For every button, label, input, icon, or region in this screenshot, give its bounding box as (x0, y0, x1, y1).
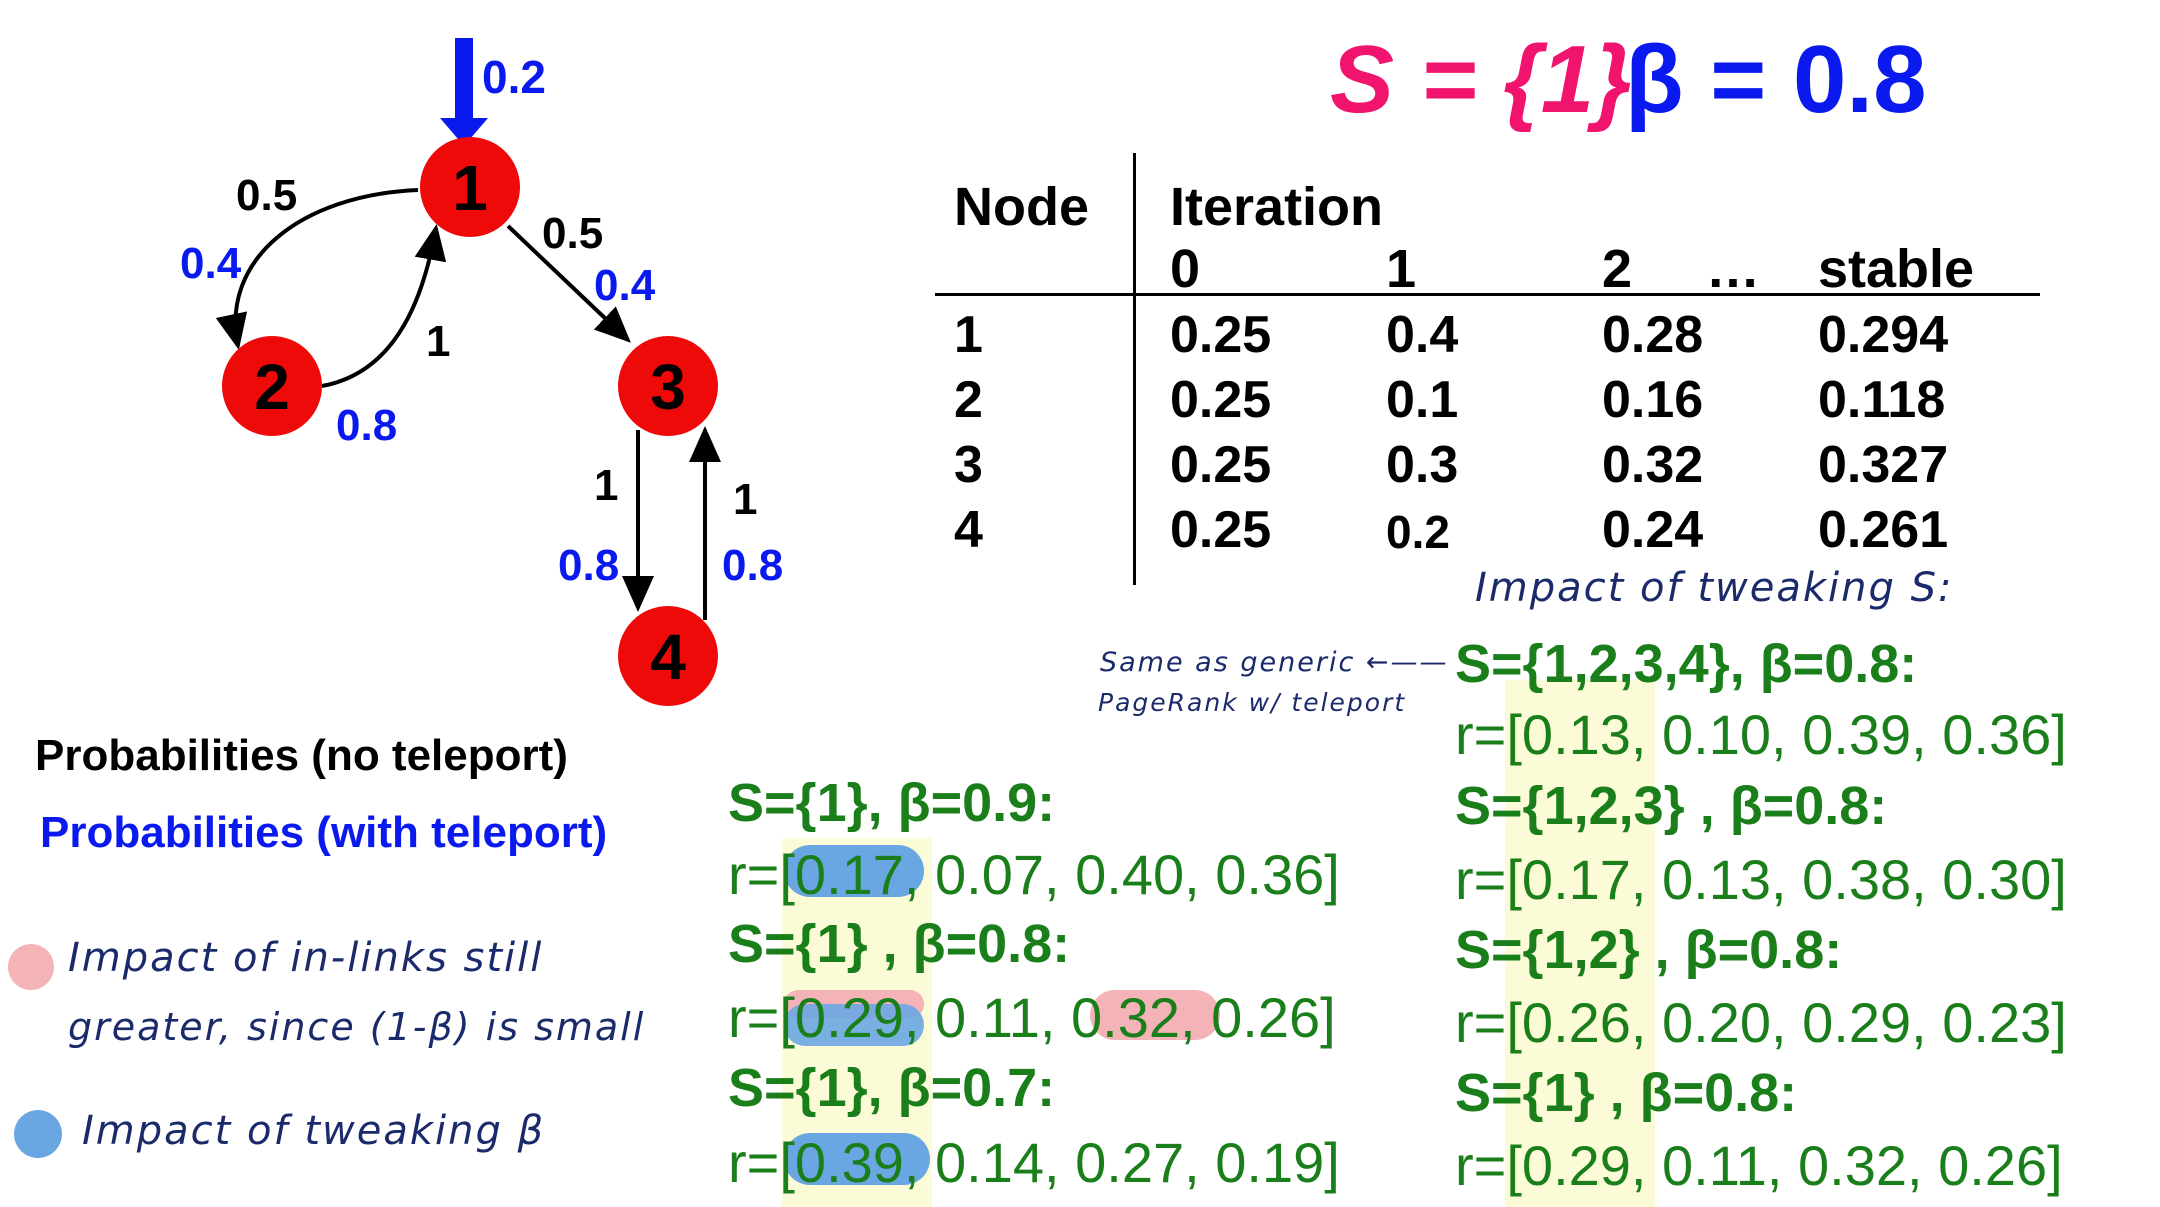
node-1: 1 (420, 137, 520, 237)
teleport-label: 0.2 (482, 51, 546, 103)
left-result-3-s: S={1}, β=0.7: (728, 1058, 1056, 1118)
table-cell: 0.25 (1170, 371, 1272, 429)
blue-highlight-0-39 (784, 1133, 930, 1185)
legend-no-teleport: Probabilities (no teleport) (35, 731, 568, 780)
iteration-table: Node Iteration 0 1 2 … stable 1 0.25 0.4… (930, 150, 2040, 590)
col-header-stable: stable (1818, 239, 1975, 299)
edge-1-3-teleport-prob: 0.4 (594, 261, 656, 310)
note-in-links: Impact of in-links still (68, 935, 544, 981)
left-result-1-s: S={1}, β=0.9: (728, 773, 1056, 833)
table-cell: 0.2 (1386, 506, 1450, 558)
table-cell: 0.25 (1170, 501, 1272, 559)
right-result-1-r: r=[0.13, 0.10, 0.39, 0.36] (1455, 703, 2067, 766)
table-cell: 0.294 (1818, 306, 1949, 364)
table-cell: 0.24 (1602, 501, 1704, 559)
left-result-3-r: r=[0.39, 0.14, 0.27, 0.19] (728, 1131, 1340, 1194)
col-header-2: 2 (1602, 239, 1633, 299)
table-cell: 0.25 (1170, 436, 1272, 494)
table-cell: 0.25 (1170, 306, 1272, 364)
node-2: 2 (222, 336, 322, 436)
legend-with-teleport: Probabilities (with teleport) (40, 808, 608, 857)
note-same-as-generic-line2: PageRank w/ teleport (1098, 688, 1407, 717)
table-vertical-rule (1133, 153, 1136, 585)
table-horizontal-rule (935, 293, 2040, 296)
edge-1-2-teleport-prob: 0.4 (180, 239, 242, 288)
note-one-minus-beta: greater, since (1-β) is small (68, 1005, 646, 1049)
edge-1-2-prob: 0.5 (236, 171, 297, 220)
teleport-arrow (440, 38, 488, 146)
col-header-0: 0 (1170, 239, 1201, 299)
left-result-2-r: r=[0.29, 0.11, 0.32, 0.26] (728, 986, 1336, 1049)
table-row-node: 4 (954, 501, 983, 559)
right-result-4-s: S={1} , β=0.8: (1455, 1063, 1798, 1123)
edge-3-4-prob: 1 (594, 461, 618, 510)
edge-1-to-2 (215, 188, 419, 350)
node-4: 4 (618, 606, 718, 706)
blue-highlight-0-17 (784, 845, 924, 897)
table-cell: 0.3 (1386, 436, 1459, 494)
table-cell: 0.16 (1602, 371, 1704, 429)
svg-text:1: 1 (452, 152, 488, 224)
table-cell: 0.261 (1818, 501, 1949, 559)
right-result-2-s: S={1,2,3} , β=0.8: (1455, 776, 1888, 836)
table-cell: 0.118 (1818, 371, 1946, 429)
edge-4-3-prob: 1 (733, 475, 757, 524)
title-s: S = {1} (1330, 26, 1632, 133)
table-cell: 0.4 (1386, 306, 1459, 364)
right-result-4-r: r=[0.29, 0.11, 0.32, 0.26] (1455, 1134, 2063, 1197)
note-tweaking-beta: Impact of tweaking β (82, 1108, 546, 1154)
iteration-header: Iteration (1170, 177, 1384, 237)
yellow-highlight-right (1505, 680, 1655, 1207)
table-cell: 0.1 (1386, 371, 1459, 429)
left-result-2-s: S={1} , β=0.8: (728, 914, 1071, 974)
edge-3-4-teleport-prob: 0.8 (558, 541, 619, 590)
note-same-as-generic-line1: Same as generic ←—— (1100, 647, 1449, 678)
svg-text:4: 4 (650, 621, 686, 693)
col-header-1: 1 (1386, 239, 1417, 299)
edge-2-1-prob: 1 (426, 317, 450, 366)
svg-text:3: 3 (650, 351, 686, 423)
table-cell: 0.28 (1602, 306, 1704, 364)
pagerank-graph: 0.2 0.5 1 0.5 1 1 0.4 0.8 0.4 0.8 0.8 1 … (180, 38, 783, 706)
edge-1-to-3 (506, 224, 631, 343)
right-result-3-r: r=[0.26, 0.20, 0.29, 0.23] (1455, 991, 2067, 1054)
node-3: 3 (618, 336, 718, 436)
left-result-1-r: r=[0.17, 0.07, 0.40, 0.36] (728, 843, 1340, 906)
note-tweaking-s: Impact of tweaking S: (1475, 565, 1954, 611)
table-cell: 0.327 (1818, 436, 1949, 494)
edge-2-1-teleport-prob: 0.8 (336, 401, 397, 450)
right-result-1-s: S={1,2,3,4}, β=0.8: (1455, 634, 1918, 694)
right-result-2-r: r=[0.17, 0.13, 0.38, 0.30] (1455, 848, 2067, 911)
pink-highlight-0-32 (1090, 990, 1220, 1040)
svg-text:2: 2 (254, 351, 290, 423)
node-header: Node (954, 177, 1089, 237)
table-row-node: 3 (954, 436, 983, 494)
edge-4-3-teleport-prob: 0.8 (722, 541, 783, 590)
blue-highlight-0-29 (784, 1004, 924, 1046)
pink-dot (8, 944, 54, 990)
blue-dot (14, 1110, 62, 1158)
table-row-node: 1 (954, 306, 983, 364)
table-row-node: 2 (954, 371, 983, 429)
table-cell: 0.32 (1602, 436, 1704, 494)
edge-1-3-prob: 0.5 (542, 209, 603, 258)
right-result-3-s: S={1,2} , β=0.8: (1455, 920, 1843, 980)
edge-2-to-1 (321, 224, 447, 388)
title-beta: β = 0.8 (1625, 26, 1927, 133)
col-header-ellipsis: … (1706, 239, 1760, 299)
